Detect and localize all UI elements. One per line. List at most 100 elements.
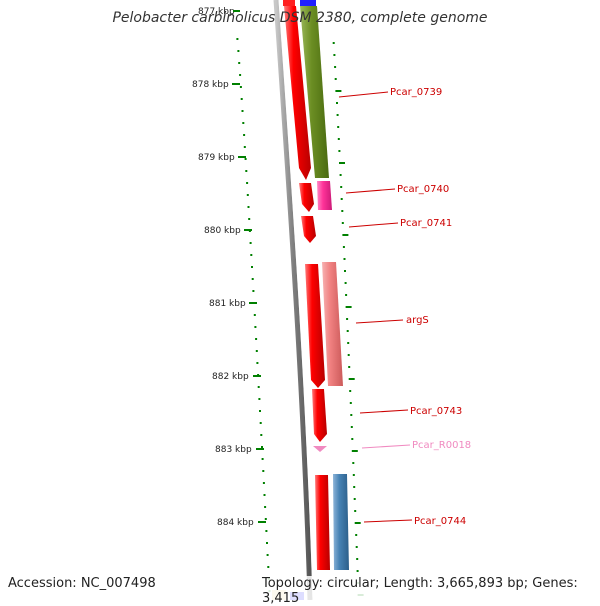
- top-feature-blue: [300, 0, 316, 6]
- ruler-dot: [265, 530, 268, 532]
- gene-labels[interactable]: Pcar_0739 Pcar_0740 Pcar_0741 argS Pcar_…: [338, 87, 471, 527]
- kbp-label: 880 kbp: [204, 226, 241, 236]
- ruler-dot: [248, 218, 251, 220]
- ruler-dot: [254, 326, 257, 328]
- ruler-dot: [267, 566, 270, 568]
- kbp-label: 881 kbp: [209, 299, 246, 309]
- ruler-dot: [240, 98, 243, 100]
- ruler-dot: [249, 242, 252, 244]
- genome-stats-label: Topology: circular; Length: 3,665,893 bp…: [262, 576, 600, 606]
- ruler-dot: [247, 206, 250, 208]
- ruler-dot: [332, 42, 335, 44]
- ruler-dot: [246, 194, 249, 196]
- ruler-dot: [352, 474, 355, 476]
- gene-label-pcar-0739: Pcar_0739: [390, 87, 442, 98]
- rna-arrow-pcar-r0018: [313, 446, 327, 452]
- cds-arrow-pcar-0743: [312, 389, 327, 442]
- ruler-dot: [245, 170, 248, 172]
- kbp-label: 878 kbp: [192, 80, 229, 90]
- ruler-dot: [255, 338, 258, 340]
- cds-arrow-pcar-0739: [284, 6, 311, 180]
- leader-line: [345, 188, 396, 194]
- ruler-dot: [250, 254, 253, 256]
- gene-label-pcar-0741: Pcar_0741: [400, 218, 452, 229]
- ruler-dot: [349, 402, 352, 404]
- ruler-dot: [259, 410, 261, 412]
- cog-track[interactable]: [300, 6, 349, 570]
- ruler-dot: [236, 38, 239, 40]
- ruler-dot: [354, 522, 361, 524]
- ruler-dot: [239, 86, 242, 88]
- genome-backbone-highlight: [278, 0, 314, 600]
- ruler-dot: [251, 266, 253, 268]
- ruler-dot: [243, 146, 246, 148]
- ruler-dot: [344, 270, 346, 272]
- ruler-dot: [266, 542, 268, 544]
- kbp-label: 877 kbp: [198, 7, 235, 17]
- ruler-dot: [257, 386, 260, 388]
- ruler-dot: [353, 486, 356, 488]
- cds-arrow-pcar-0741: [301, 216, 316, 243]
- leader-line: [359, 409, 409, 414]
- ruler-dot: [342, 234, 349, 236]
- ruler-dot: [336, 114, 339, 116]
- ruler-dot: [337, 138, 340, 140]
- ruler-dot: [346, 318, 349, 320]
- ruler-dot: [345, 306, 352, 308]
- ruler-dot: [340, 198, 343, 200]
- ruler-dot: [334, 78, 337, 80]
- ruler-dot: [356, 558, 359, 560]
- ruler-dot: [242, 122, 245, 124]
- ruler-dot: [347, 354, 350, 356]
- ruler-dot: [348, 366, 351, 368]
- ruler-dot: [255, 350, 258, 352]
- leader-line: [348, 222, 399, 228]
- kbp-label: 879 kbp: [198, 153, 235, 163]
- ruler-dot: [260, 434, 263, 436]
- gene-label-pcar-r0018: Pcar_R0018: [412, 440, 471, 451]
- ruler-dot: [347, 342, 350, 344]
- ruler-dot: [337, 126, 340, 128]
- ruler-dot: [251, 278, 254, 280]
- ruler-dot: [256, 362, 259, 364]
- cds-arrow-pcar-0740: [299, 183, 314, 212]
- ruler-dot: [341, 222, 344, 224]
- ruler-dot: [239, 74, 242, 76]
- ruler-dot: [341, 210, 344, 212]
- ruler-dot: [355, 534, 358, 536]
- ruler-dot: [338, 150, 341, 152]
- ruler-dot: [264, 506, 267, 508]
- leader-line: [363, 519, 413, 523]
- gene-label-pcar-0740: Pcar_0740: [397, 184, 449, 195]
- ruler-dot: [350, 414, 353, 416]
- cog-block-olive: [300, 6, 329, 178]
- genome-backbone: [273, 0, 313, 600]
- ruler-dot: [333, 54, 336, 56]
- ruler-dot: [351, 450, 358, 452]
- ruler-dot: [243, 134, 246, 136]
- ruler-dot: [349, 390, 352, 392]
- cds-track[interactable]: [284, 6, 330, 570]
- ruler-dot: [356, 570, 359, 572]
- ruler-dot: [351, 438, 354, 440]
- ruler-dot: [252, 290, 255, 292]
- kbp-label: 883 kbp: [215, 445, 252, 455]
- ruler-dot: [244, 158, 247, 160]
- kbp-label: 884 kbp: [217, 518, 254, 528]
- ruler-dot: [258, 398, 261, 400]
- ruler-dot: [343, 258, 346, 260]
- ruler-dot: [350, 426, 353, 428]
- ruler-dot: [348, 378, 355, 380]
- ruler-dot: [238, 62, 241, 64]
- ruler-dot: [259, 422, 262, 424]
- top-feature-red: [283, 0, 295, 6]
- ruler-dot: [342, 246, 345, 248]
- ruler-dot: [340, 186, 343, 188]
- ruler-dot: [346, 330, 349, 332]
- ruler-dot: [345, 294, 348, 296]
- gene-label-pcar-0743: Pcar_0743: [410, 406, 462, 417]
- ruler-dot: [261, 458, 264, 460]
- ruler-dot: [262, 482, 265, 484]
- page-title: Pelobacter carbinolicus DSM 2380, comple…: [112, 10, 488, 26]
